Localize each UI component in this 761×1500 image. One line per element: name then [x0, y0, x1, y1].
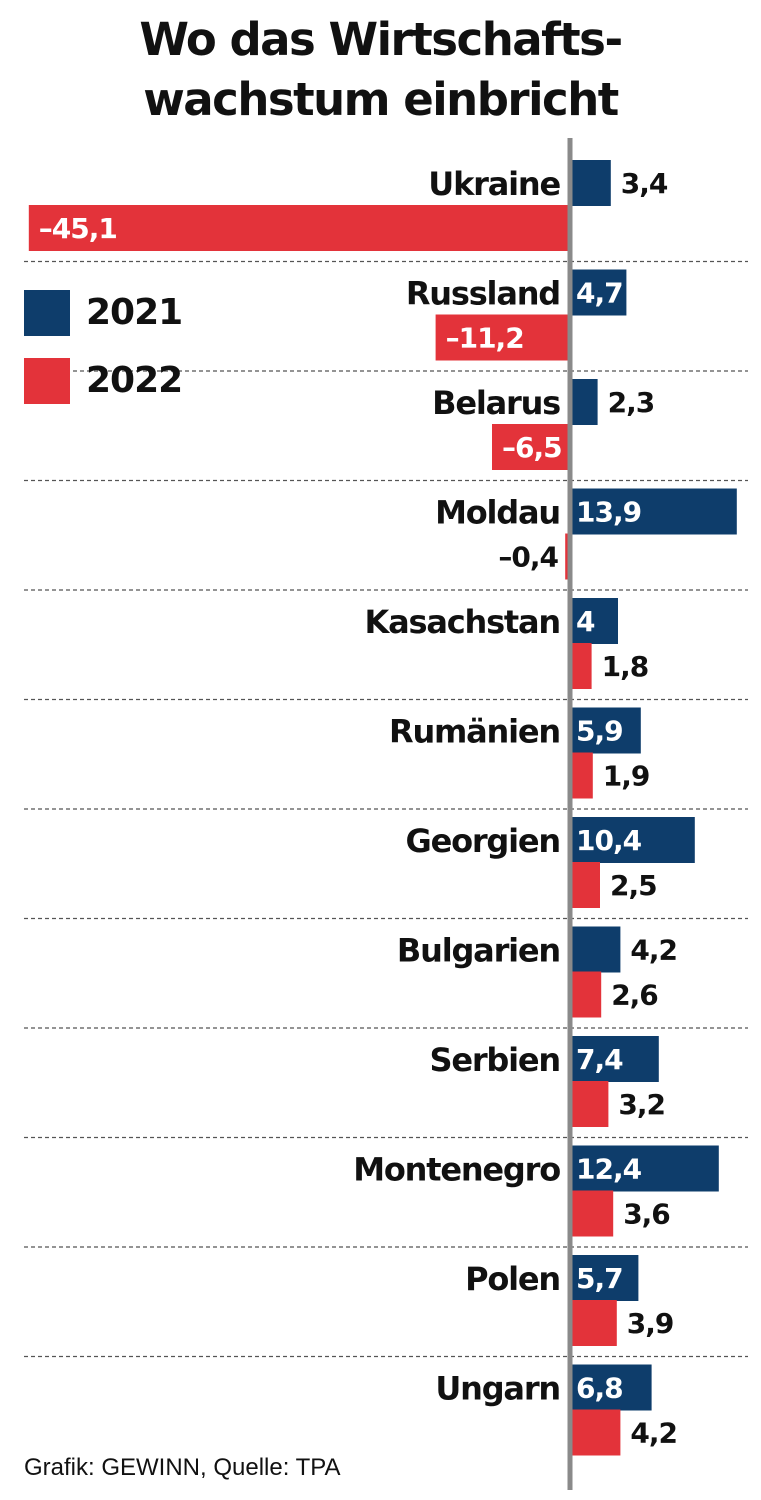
- data-label-2021-montenegro: 12,4: [576, 1153, 642, 1186]
- bar-2021-georgien: [570, 817, 695, 863]
- bar-2022-ungarn: [570, 1409, 621, 1456]
- bar-2022-bulgarien: [570, 971, 602, 1018]
- bar-2021-bulgarien: [570, 926, 621, 973]
- category-label-serbien: Serbien: [430, 1041, 561, 1079]
- bar-2021-kasachstan: [570, 598, 618, 644]
- data-label-2021-ukraine: 3,4: [621, 167, 668, 200]
- data-label-2022-polen: 3,9: [627, 1307, 674, 1340]
- bar-2021-belarus: [570, 379, 598, 425]
- bar-2021-moldau: [570, 488, 737, 535]
- data-label-2021-polen: 5,7: [576, 1262, 623, 1295]
- data-label-2021-serbien: 7,4: [576, 1043, 623, 1076]
- category-label-georgien: Georgien: [406, 822, 561, 860]
- bar-2021-ukraine: [570, 160, 611, 206]
- category-label-russland: Russland: [406, 275, 560, 313]
- data-label-2022-moldau: –0,4: [498, 541, 558, 574]
- data-label-2022-russland: –11,2: [446, 322, 524, 355]
- bar-2021-ungarn: [570, 1364, 652, 1411]
- chart-title-line-2: wachstum einbricht: [143, 73, 619, 126]
- bar-2022-polen: [570, 1300, 617, 1346]
- bar-2022-kasachstan: [570, 643, 592, 689]
- bar-2022-russland: [435, 314, 570, 361]
- legend-swatch-2022: [24, 358, 70, 404]
- bar-2021-russland: [570, 269, 627, 316]
- data-label-2021-kasachstan: 4: [576, 605, 595, 638]
- category-label-ukraine: Ukraine: [428, 165, 560, 203]
- chart-title: Wo das Wirtschafts- wachstum einbricht: [0, 10, 761, 130]
- data-label-2022-belarus: –6,5: [502, 431, 562, 464]
- legend-label-2022: 2022: [86, 360, 183, 401]
- bar-2022-serbien: [570, 1081, 609, 1127]
- bar-2022-rumaenien: [570, 752, 593, 799]
- category-label-bulgarien: Bulgarien: [397, 932, 560, 970]
- data-label-2022-bulgarien: 2,6: [611, 979, 658, 1012]
- bar-2021-montenegro: [570, 1145, 719, 1192]
- source-note: Grafik: GEWINN, Quelle: TPA: [24, 1454, 341, 1481]
- data-label-2021-georgien: 10,4: [576, 824, 642, 857]
- data-label-2021-ungarn: 6,8: [576, 1372, 623, 1405]
- data-label-2021-russland: 4,7: [576, 277, 623, 310]
- data-label-2022-montenegro: 3,6: [623, 1198, 670, 1231]
- data-label-2022-georgien: 2,5: [610, 869, 657, 902]
- category-label-ungarn: Ungarn: [435, 1370, 560, 1408]
- data-label-2021-moldau: 13,9: [576, 496, 641, 529]
- category-label-belarus: Belarus: [432, 384, 560, 422]
- category-label-kasachstan: Kasachstan: [364, 603, 560, 641]
- data-label-2022-rumaenien: 1,9: [603, 760, 650, 793]
- data-label-2022-serbien: 3,2: [618, 1088, 665, 1121]
- bar-2021-rumaenien: [570, 707, 641, 754]
- category-label-polen: Polen: [465, 1260, 560, 1298]
- category-label-montenegro: Montenegro: [353, 1151, 560, 1189]
- bar-2022-montenegro: [570, 1190, 614, 1237]
- data-label-2021-rumaenien: 5,9: [576, 715, 623, 748]
- chart-title-line-1: Wo das Wirtschafts-: [139, 13, 623, 66]
- bar-2022-georgien: [570, 862, 600, 908]
- data-label-2022-ungarn: 4,2: [630, 1417, 677, 1450]
- legend-swatch-2021: [24, 290, 70, 336]
- bar-2022-ukraine: [28, 205, 571, 251]
- bar-2022-belarus: [492, 424, 570, 470]
- data-label-2021-belarus: 2,3: [608, 386, 655, 419]
- bar-2021-serbien: [570, 1036, 659, 1082]
- data-label-2022-kasachstan: 1,8: [602, 650, 649, 683]
- data-label-2021-bulgarien: 4,2: [630, 934, 677, 967]
- category-label-rumaenien: Rumänien: [389, 713, 560, 751]
- category-label-moldau: Moldau: [435, 494, 560, 532]
- legend-label-2021: 2021: [86, 292, 183, 333]
- bar-2021-polen: [570, 1255, 639, 1301]
- data-label-2022-ukraine: –45,1: [39, 212, 117, 245]
